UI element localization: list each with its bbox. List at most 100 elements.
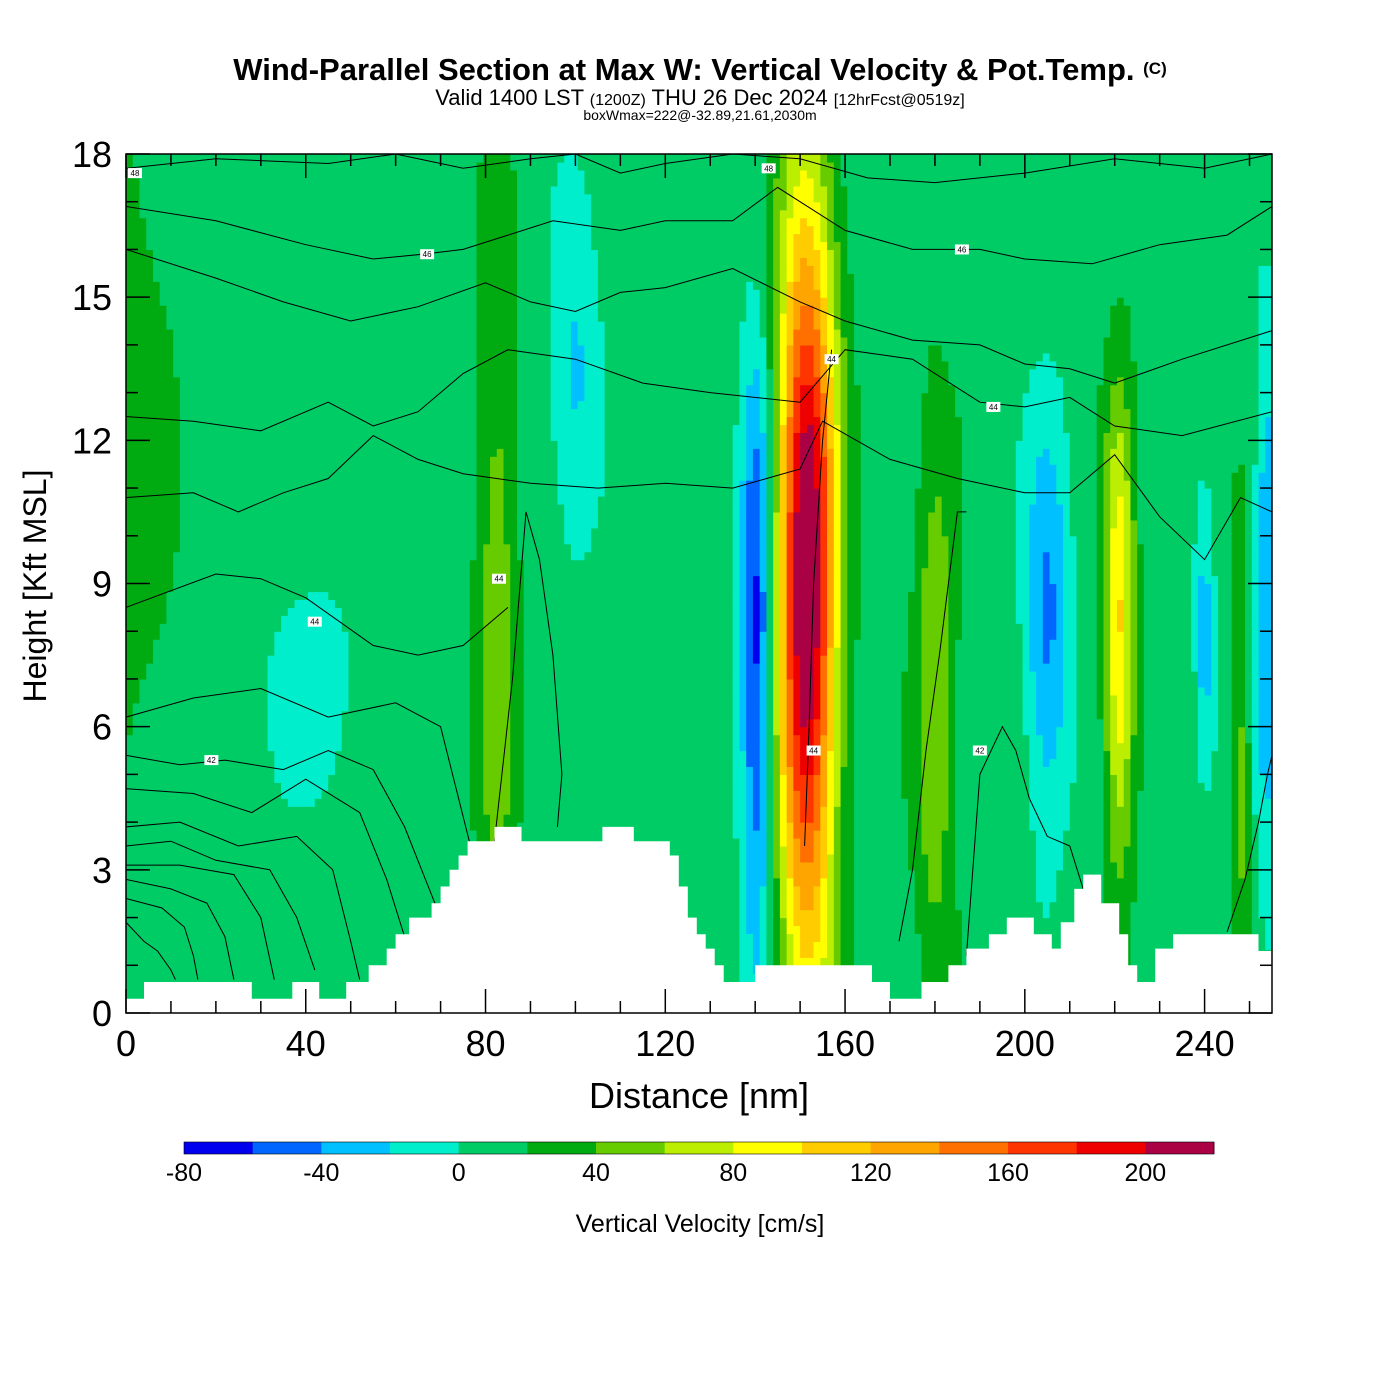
velocity-cell bbox=[523, 798, 532, 807]
velocity-cell bbox=[1251, 885, 1260, 895]
velocity-cell bbox=[274, 861, 282, 871]
velocity-cell bbox=[921, 830, 929, 839]
velocity-cell bbox=[806, 838, 815, 847]
velocity-cell bbox=[126, 949, 134, 958]
velocity-cell bbox=[624, 806, 633, 815]
velocity-cell bbox=[732, 917, 741, 927]
velocity-cell bbox=[496, 774, 505, 783]
velocity-cell bbox=[382, 885, 390, 895]
velocity-cell bbox=[705, 822, 714, 831]
velocity-cell bbox=[1211, 806, 1219, 815]
velocity-cell bbox=[867, 893, 875, 903]
velocity-cell bbox=[281, 798, 289, 807]
velocity-cell bbox=[341, 782, 350, 791]
velocity-cell bbox=[658, 814, 666, 823]
velocity-cell bbox=[274, 798, 282, 807]
velocity-cell bbox=[523, 822, 532, 831]
velocity-cell bbox=[1015, 909, 1024, 919]
velocity-cell bbox=[1224, 853, 1233, 863]
velocity-cell bbox=[1022, 909, 1030, 919]
velocity-cell bbox=[132, 901, 141, 911]
velocity-cell bbox=[887, 893, 896, 903]
velocity-cell bbox=[334, 893, 343, 903]
velocity-cell bbox=[719, 877, 727, 887]
velocity-cell bbox=[247, 845, 255, 855]
velocity-cell bbox=[705, 877, 714, 887]
velocity-cell bbox=[395, 925, 403, 935]
velocity-cell bbox=[793, 901, 801, 911]
velocity-cell bbox=[1036, 893, 1044, 903]
velocity-cell bbox=[847, 822, 855, 831]
velocity-cell bbox=[1036, 853, 1044, 863]
velocity-cell bbox=[402, 814, 410, 823]
velocity-cell bbox=[361, 830, 370, 839]
velocity-cell bbox=[287, 790, 296, 799]
velocity-cell bbox=[200, 893, 208, 903]
velocity-cell bbox=[941, 949, 950, 958]
velocity-cell bbox=[476, 830, 484, 839]
velocity-cell bbox=[375, 806, 383, 815]
velocity-cell bbox=[388, 822, 397, 831]
velocity-cell bbox=[193, 917, 201, 927]
velocity-cell bbox=[1015, 885, 1024, 895]
velocity-cell bbox=[1150, 861, 1158, 871]
velocity-cell bbox=[1009, 838, 1017, 847]
velocity-cell bbox=[759, 798, 768, 807]
velocity-cell bbox=[281, 909, 289, 919]
velocity-cell bbox=[1238, 814, 1246, 823]
velocity-cell bbox=[806, 869, 815, 879]
velocity-cell bbox=[813, 925, 821, 935]
velocity-cell bbox=[355, 830, 363, 839]
velocity-cell bbox=[1224, 838, 1233, 847]
velocity-cell bbox=[422, 885, 430, 895]
velocity-cell bbox=[779, 782, 788, 791]
velocity-cell bbox=[1123, 877, 1132, 887]
velocity-cell bbox=[1056, 869, 1064, 879]
velocity-cell bbox=[213, 845, 221, 855]
velocity-cell bbox=[672, 782, 680, 791]
velocity-cell bbox=[1204, 877, 1212, 887]
velocity-cell bbox=[860, 925, 869, 935]
velocity-cell bbox=[260, 774, 269, 783]
velocity-cell bbox=[193, 925, 201, 935]
velocity-cell bbox=[1029, 822, 1037, 831]
velocity-cell bbox=[1157, 814, 1165, 823]
velocity-cell bbox=[1211, 869, 1219, 879]
velocity-cell bbox=[1218, 917, 1226, 927]
velocity-cell bbox=[988, 885, 997, 895]
velocity-cell bbox=[759, 909, 768, 919]
velocity-cell bbox=[348, 845, 356, 855]
velocity-cell bbox=[1197, 830, 1206, 839]
velocity-cell bbox=[240, 830, 248, 839]
velocity-cell bbox=[159, 830, 168, 839]
velocity-cell bbox=[301, 893, 309, 903]
velocity-cell bbox=[402, 798, 410, 807]
velocity-cell bbox=[847, 806, 855, 815]
velocity-cell bbox=[867, 861, 875, 871]
velocity-cell bbox=[1110, 790, 1118, 799]
velocity-cell bbox=[166, 790, 174, 799]
velocity-cell bbox=[1197, 798, 1206, 807]
velocity-cell bbox=[361, 949, 370, 958]
velocity-cell bbox=[1265, 933, 1272, 943]
velocity-cell bbox=[334, 814, 343, 823]
velocity-cell bbox=[1049, 814, 1057, 823]
velocity-cell bbox=[321, 973, 329, 982]
velocity-cell bbox=[948, 830, 956, 839]
velocity-cell bbox=[793, 893, 801, 903]
velocity-cell bbox=[490, 790, 498, 799]
velocity-cell bbox=[827, 885, 835, 895]
velocity-cell bbox=[901, 901, 909, 911]
velocity-cell bbox=[881, 869, 889, 879]
velocity-cell bbox=[988, 869, 997, 879]
velocity-cell bbox=[368, 917, 377, 927]
velocity-cell bbox=[314, 830, 323, 839]
velocity-cell bbox=[173, 861, 181, 871]
velocity-cell bbox=[1238, 830, 1246, 839]
velocity-cell bbox=[921, 933, 929, 943]
velocity-cell bbox=[422, 861, 430, 871]
velocity-cell bbox=[934, 877, 943, 887]
velocity-cell bbox=[820, 853, 828, 863]
velocity-cell bbox=[1258, 885, 1266, 895]
velocity-cell bbox=[685, 806, 693, 815]
